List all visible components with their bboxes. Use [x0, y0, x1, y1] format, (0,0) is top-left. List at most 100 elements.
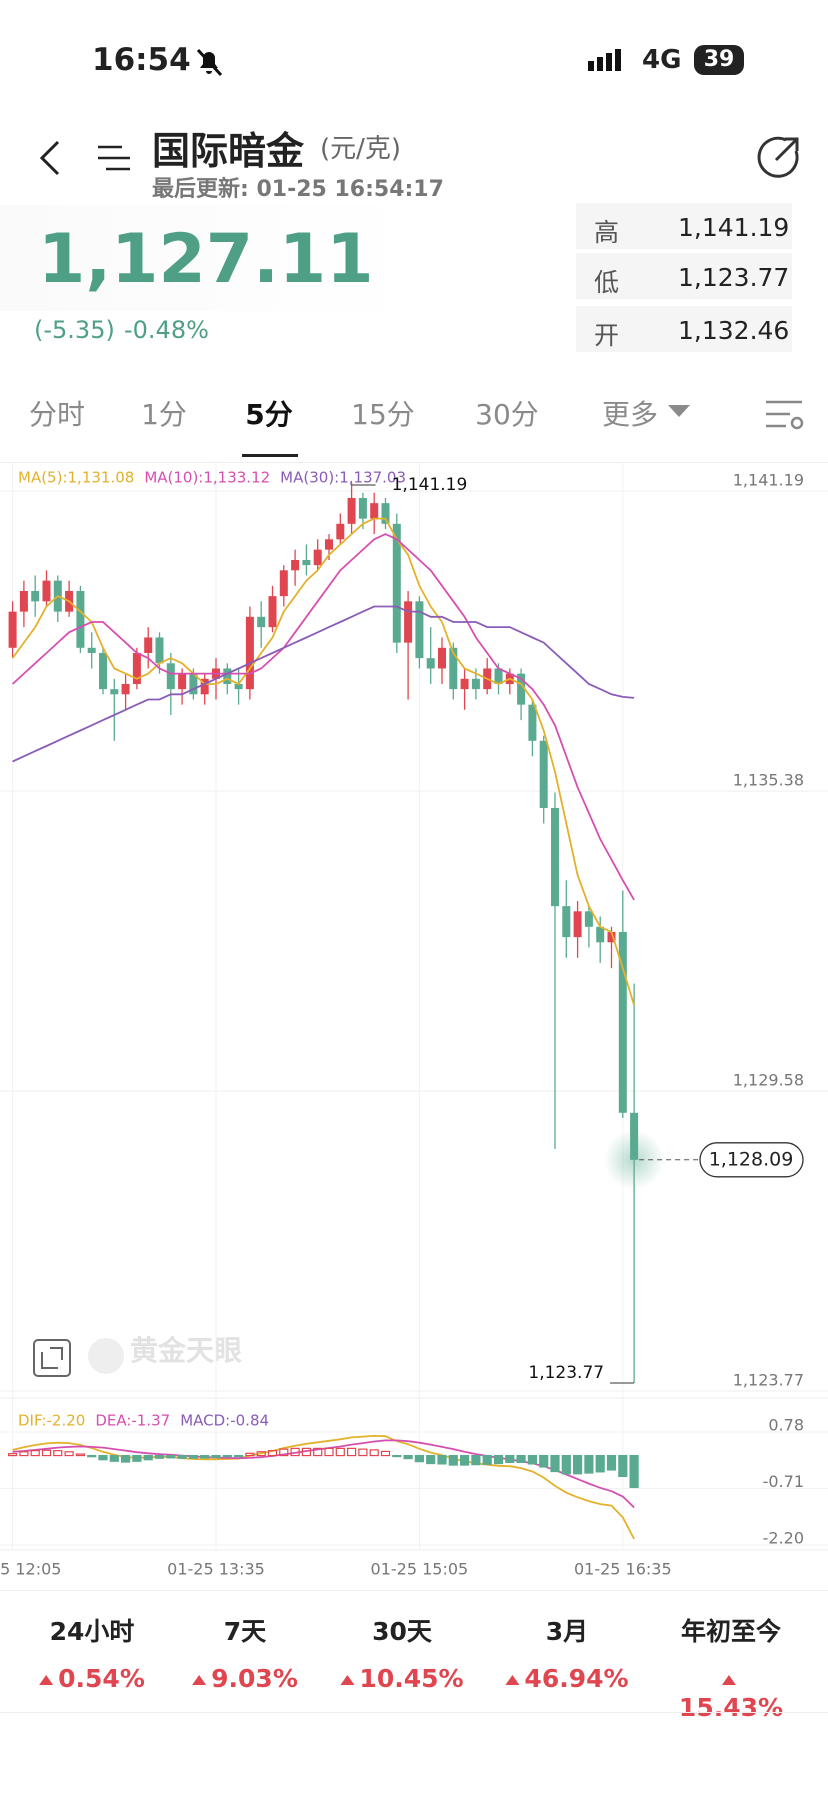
- macd-bar: [448, 1454, 458, 1466]
- macd-bar: [335, 1447, 345, 1457]
- candle-body: [404, 601, 413, 643]
- tab-active[interactable]: 5分: [245, 398, 293, 431]
- macd-bar: [30, 1450, 40, 1457]
- settings-button[interactable]: [764, 398, 806, 432]
- tab[interactable]: 15分: [351, 398, 415, 431]
- legend-entry: DEA:-1.37: [95, 1412, 170, 1430]
- back-button[interactable]: [36, 138, 66, 178]
- performance-value-row: 46.94%: [505, 1664, 629, 1693]
- last-price-glow: [604, 1129, 665, 1190]
- macd-bar: [279, 1448, 289, 1457]
- change-pct: -0.48%: [124, 316, 209, 344]
- y-tick-label: 1,129.58: [733, 1070, 804, 1089]
- macd-bar: [550, 1454, 560, 1473]
- macd-bar: [505, 1454, 515, 1464]
- performance-value: 15.43%: [678, 1693, 784, 1722]
- macd-bar: [347, 1447, 357, 1457]
- divider: [0, 1590, 828, 1591]
- series-line: [11, 533, 635, 901]
- candle-body: [528, 704, 537, 741]
- macd-bar: [154, 1454, 165, 1459]
- macd-bar: [482, 1454, 492, 1465]
- macd-bar: [8, 1453, 18, 1457]
- macd-bar: [87, 1454, 97, 1458]
- chart: 黄金天眼 1,141.19 1,135.38 1,129.58 1,123.77 0.7…: [0, 463, 828, 1579]
- candle-body: [573, 911, 582, 938]
- stat-label: 开: [594, 321, 620, 350]
- candle-body: [494, 668, 503, 684]
- macd-bar: [109, 1454, 119, 1462]
- x-tick-label: 01-25 15:05: [371, 1560, 469, 1579]
- macd-bar: [143, 1454, 153, 1461]
- menu-button[interactable]: [96, 143, 132, 173]
- performance-label: 24小时: [49, 1617, 135, 1646]
- candle-body: [245, 616, 254, 690]
- y-tick-label: 1,135.38: [733, 771, 804, 790]
- divider: [0, 462, 828, 463]
- series-line: [12, 1439, 635, 1509]
- candle-body: [336, 523, 345, 540]
- candle-body: [257, 616, 266, 628]
- stat-row: 开 1,132.46: [576, 306, 792, 352]
- candle-body: [31, 590, 40, 602]
- macd-bar: [516, 1454, 526, 1464]
- tab[interactable]: 分时: [28, 398, 86, 431]
- macd-bar: [414, 1454, 424, 1463]
- macd-bar: [493, 1454, 504, 1465]
- macd-bar: [200, 1454, 210, 1459]
- candle-body: [347, 497, 356, 524]
- macd-bar: [403, 1454, 413, 1460]
- macd-bar: [380, 1450, 391, 1457]
- battery: 39: [694, 45, 744, 75]
- tab[interactable]: 1分: [141, 398, 187, 431]
- up-arrow: [39, 1675, 54, 1685]
- candle-body: [438, 647, 446, 669]
- watermark: 黄金天眼: [33, 1334, 242, 1377]
- tab[interactable]: 30分: [475, 398, 539, 431]
- divider: [0, 1712, 828, 1713]
- y2-tick-label: -0.71: [763, 1472, 804, 1491]
- tab-underline: [242, 454, 298, 457]
- candle-body: [415, 601, 424, 659]
- candle-body: [426, 658, 435, 669]
- performance-item: 24小时 0.54%: [39, 1612, 145, 1693]
- candle-body: [279, 570, 288, 597]
- y-tick-label: 1,141.19: [733, 471, 804, 490]
- candle-body: [8, 611, 17, 648]
- up-arrow: [721, 1675, 736, 1685]
- macd-bar: [301, 1447, 311, 1457]
- performance-value-row: 10.45%: [340, 1664, 464, 1693]
- macd-bar: [426, 1454, 436, 1465]
- x-tick-label: 01-25 13:35: [167, 1560, 265, 1579]
- share-button[interactable]: [756, 134, 802, 180]
- x-tick-label: 01-25 16:35: [574, 1560, 672, 1579]
- candle-body: [313, 549, 322, 566]
- last-price-label: 1,128.09: [709, 1148, 794, 1170]
- performance-label: 年初至今: [680, 1617, 782, 1646]
- candle-body: [110, 689, 119, 695]
- dropdown-arrow: [668, 405, 690, 417]
- signal-icon: [588, 49, 621, 71]
- candle-body: [268, 596, 277, 628]
- macd-bar: [256, 1451, 266, 1457]
- macd-bar: [75, 1453, 86, 1457]
- performance-label: 7天: [223, 1617, 267, 1646]
- performance-item: 7天 9.03%: [192, 1612, 298, 1693]
- watermark-text: 黄金天眼: [130, 1334, 242, 1367]
- macd-bar: [267, 1450, 278, 1457]
- macd-bar: [245, 1452, 255, 1457]
- performance-item: 3月 46.94%: [505, 1612, 629, 1693]
- stat-row: 低 1,123.77: [576, 253, 792, 299]
- candle-body: [370, 503, 379, 519]
- stat-label: 低: [594, 268, 620, 297]
- candle-body: [471, 678, 480, 690]
- macd-bar: [313, 1447, 323, 1457]
- macd-bar: [460, 1454, 470, 1466]
- x-tick-label: 01-25 12:05: [0, 1560, 61, 1579]
- macd-bar: [618, 1454, 628, 1478]
- macd-bar: [132, 1454, 142, 1462]
- legend-entry: DIF:-2.20: [18, 1412, 85, 1430]
- macd-bar: [606, 1454, 617, 1471]
- legend-entry: MACD:-0.84: [180, 1412, 269, 1430]
- tab[interactable]: 更多: [601, 398, 659, 431]
